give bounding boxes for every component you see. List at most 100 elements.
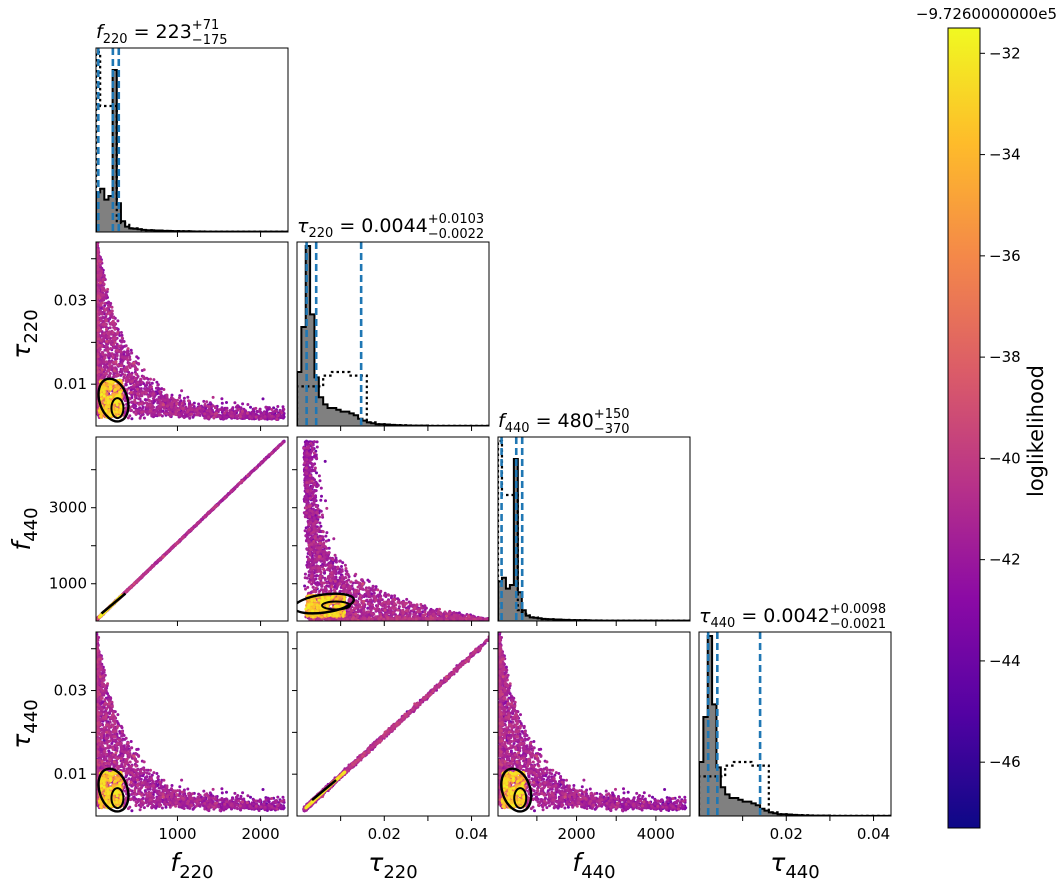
sample-point xyxy=(110,352,114,356)
sample-point xyxy=(241,409,244,413)
sample-point xyxy=(238,412,242,416)
sample-point xyxy=(128,397,132,401)
sample-point xyxy=(182,396,186,400)
sample-point xyxy=(109,395,113,399)
sample-point xyxy=(99,414,103,418)
sample-point xyxy=(116,386,120,390)
sample-point xyxy=(120,361,124,365)
sample-point xyxy=(215,411,219,415)
sample-point xyxy=(267,406,271,410)
sample-point xyxy=(112,366,116,370)
sample-point xyxy=(126,416,130,420)
sample-point xyxy=(141,405,145,409)
sample-point xyxy=(101,388,105,392)
sample-point xyxy=(144,401,148,405)
sample-point xyxy=(178,396,181,400)
sample-point xyxy=(102,274,106,277)
sample-point xyxy=(149,409,152,413)
y-tick-label: 0.03 xyxy=(54,292,87,310)
sample-point xyxy=(102,390,106,394)
title-median: = 223 xyxy=(128,21,192,43)
contour-inner xyxy=(110,397,125,420)
sample-point xyxy=(168,410,172,414)
sample-point xyxy=(130,380,134,384)
sample-point xyxy=(105,312,109,316)
sample-point xyxy=(110,312,114,316)
panel-body xyxy=(96,242,286,423)
sample-point xyxy=(112,369,116,373)
sample-point xyxy=(140,394,144,398)
sample-point xyxy=(100,269,104,273)
sample-point xyxy=(96,310,99,314)
sample-point xyxy=(97,310,101,314)
sample-point xyxy=(132,383,136,387)
sample-point xyxy=(168,414,172,418)
sample-point xyxy=(96,286,99,290)
sample-point xyxy=(96,265,100,269)
sample-point xyxy=(113,322,117,326)
sample-point xyxy=(96,355,100,359)
sample-point xyxy=(104,319,108,323)
sample-point xyxy=(130,351,134,355)
sample-point xyxy=(116,319,120,323)
sample-point xyxy=(108,373,111,377)
sample-point xyxy=(255,409,259,413)
sample-point xyxy=(157,395,161,399)
sample-point xyxy=(106,401,110,405)
sample-point xyxy=(98,316,102,320)
sample-point xyxy=(205,400,209,404)
sample-point xyxy=(105,327,108,331)
sample-point xyxy=(98,366,102,370)
sample-point xyxy=(224,407,228,410)
posterior-histogram-fill xyxy=(96,70,288,232)
sample-point xyxy=(203,412,207,416)
sample-point xyxy=(280,411,284,415)
sample-point xyxy=(259,417,263,421)
sample-point xyxy=(276,405,280,408)
sample-point xyxy=(113,341,117,344)
sample-point xyxy=(149,377,152,381)
sample-point xyxy=(113,388,117,392)
sample-point xyxy=(138,416,142,420)
sample-point xyxy=(248,415,252,419)
sample-point xyxy=(99,319,103,323)
title-subscript: 220 xyxy=(308,226,333,241)
sample-point xyxy=(107,339,111,343)
sample-point xyxy=(108,302,112,306)
sample-point xyxy=(228,409,232,413)
sample-point xyxy=(123,399,127,403)
sample-point xyxy=(203,402,207,406)
sample-point xyxy=(126,358,130,362)
sample-point xyxy=(134,404,138,408)
sample-point xyxy=(103,401,107,405)
sample-point xyxy=(267,412,271,416)
sample-point xyxy=(97,259,101,263)
sample-point xyxy=(151,397,155,400)
sample-point xyxy=(118,393,122,397)
sample-point xyxy=(177,408,181,412)
sample-point xyxy=(133,398,137,402)
sample-point xyxy=(124,344,128,348)
sample-point xyxy=(241,415,245,419)
sample-point xyxy=(128,366,132,370)
title-median: = 0.0044 xyxy=(333,215,427,237)
prior-histogram xyxy=(96,50,288,232)
sample-point xyxy=(107,335,111,339)
sample-point xyxy=(96,244,99,247)
sample-point xyxy=(133,395,137,399)
sample-point xyxy=(115,403,119,407)
sample-point xyxy=(97,337,100,341)
sample-point xyxy=(155,413,158,417)
sample-point xyxy=(107,347,111,351)
panel-body xyxy=(96,439,286,621)
sample-point xyxy=(130,408,133,412)
sample-point xyxy=(96,328,99,332)
sample-point xyxy=(246,403,250,406)
sample-point xyxy=(207,415,211,419)
sample-point xyxy=(246,411,249,415)
sample-point xyxy=(117,344,121,348)
sample-point xyxy=(170,393,174,397)
sample-point xyxy=(234,405,238,409)
sample-point xyxy=(142,368,146,372)
sample-point xyxy=(171,397,175,401)
